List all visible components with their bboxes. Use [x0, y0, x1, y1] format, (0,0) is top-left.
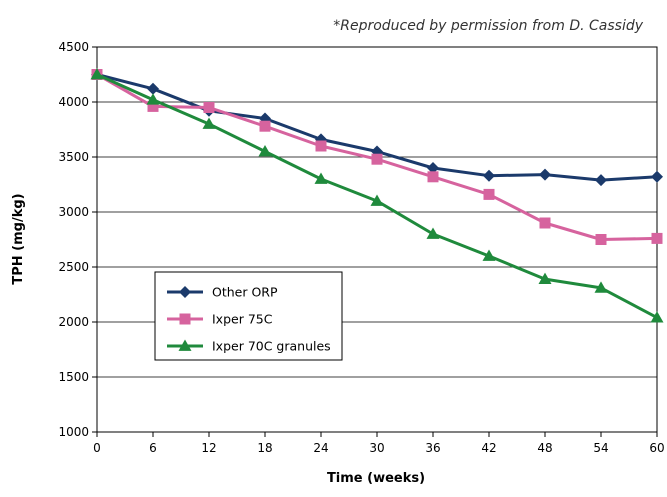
- data-point: [539, 217, 551, 229]
- data-point: [258, 145, 272, 157]
- legend-marker: [179, 313, 191, 325]
- data-point: [538, 272, 552, 284]
- data-point: [651, 232, 663, 244]
- y-tick-label: 4000: [58, 95, 89, 109]
- x-axis-title: Time (weeks): [327, 471, 425, 486]
- credit-note: *Reproduced by permission from D. Cassid…: [333, 18, 643, 34]
- x-tick-label: 12: [201, 441, 216, 455]
- x-tick-label: 0: [93, 441, 101, 455]
- y-axis: 1000 1500 2000 2500 3000 3500 4000 4500: [58, 40, 97, 439]
- x-tick-label: 24: [313, 441, 328, 455]
- x-tick-label: 30: [369, 441, 384, 455]
- data-point: [426, 227, 440, 239]
- data-point: [483, 188, 495, 200]
- legend-item: Ixper 70C granules: [167, 339, 331, 354]
- y-tick-label: 2000: [58, 315, 89, 329]
- legend-item: Ixper 75C: [167, 312, 273, 327]
- legend-label: Ixper 75C: [212, 312, 273, 327]
- y-axis-title: TPH (mg/kg): [11, 193, 26, 284]
- x-tick-label: 42: [481, 441, 496, 455]
- data-point: [146, 93, 160, 105]
- data-point: [90, 68, 104, 80]
- legend-marker: [178, 339, 192, 351]
- x-tick-label: 60: [649, 441, 664, 455]
- series-2: [90, 68, 664, 323]
- data-point: [651, 170, 663, 183]
- data-point: [371, 153, 383, 165]
- legend-marker: [179, 286, 191, 298]
- data-point: [147, 82, 159, 95]
- data-point: [483, 169, 495, 182]
- legend-item: Other ORP: [167, 285, 278, 300]
- data-point: [314, 172, 328, 184]
- series-0: [91, 68, 663, 187]
- y-tick-label: 1500: [58, 370, 89, 384]
- series-1: [91, 69, 663, 245]
- data-point: [539, 168, 551, 181]
- x-tick-label: 6: [149, 441, 157, 455]
- data-point: [370, 194, 384, 206]
- x-axis: 0 6 12 18 24 30 36 42 48 54 60: [93, 432, 665, 455]
- x-tick-label: 48: [537, 441, 552, 455]
- x-tick-label: 18: [257, 441, 272, 455]
- legend: Other ORP Ixper 75C Ixper 70C granules: [154, 271, 343, 361]
- x-tick-label: 36: [425, 441, 440, 455]
- data-point: [427, 162, 439, 174]
- data-point: [147, 100, 159, 112]
- data-point: [482, 249, 496, 261]
- legend-label: Other ORP: [212, 285, 278, 300]
- plot-area: [96, 46, 658, 433]
- data-point: [259, 120, 271, 132]
- x-tick-label: 54: [593, 441, 608, 455]
- data-point: [427, 171, 439, 183]
- y-tick-label: 2500: [58, 260, 89, 274]
- series-group: [90, 68, 664, 323]
- y-tick-label: 1000: [58, 425, 89, 439]
- y-tick-label: 3500: [58, 150, 89, 164]
- y-tick-label: 3000: [58, 205, 89, 219]
- data-point: [650, 311, 664, 323]
- data-point: [595, 174, 607, 187]
- data-point: [594, 281, 608, 293]
- data-point: [202, 117, 216, 129]
- legend-label: Ixper 70C granules: [212, 339, 331, 354]
- data-point: [203, 102, 215, 113]
- data-point: [595, 234, 607, 245]
- data-point: [315, 140, 327, 152]
- y-tick-label: 4500: [58, 40, 89, 54]
